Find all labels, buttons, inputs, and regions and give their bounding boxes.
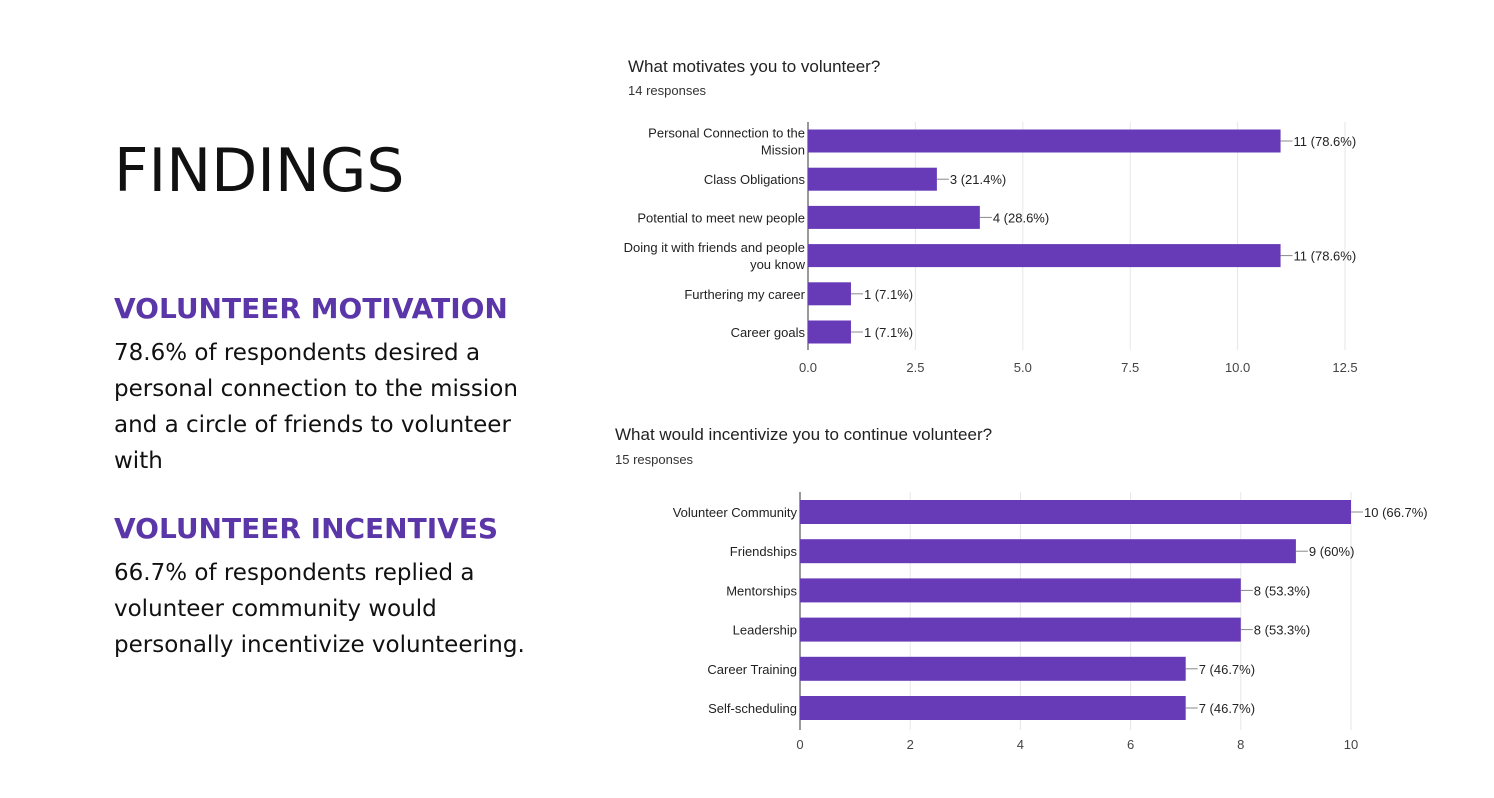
chart-0-x-tick-label: 2.5: [906, 360, 924, 375]
chart-1-bar: [800, 578, 1241, 603]
motivation-chart-title: What motivates you to volunteer?: [628, 57, 881, 76]
chart-1-x-tick-label: 10: [1344, 737, 1358, 752]
chart-0-x-tick-label: 10.0: [1225, 360, 1250, 375]
chart-0-category-label: Mission: [761, 143, 805, 158]
chart-0-x-tick-label: 0.0: [799, 360, 817, 375]
chart-1-category-label: Friendships: [730, 544, 798, 559]
chart-0-data-label: 11 (78.6%): [1294, 134, 1357, 149]
chart-0-category-label: Class Obligations: [704, 172, 806, 187]
chart-0-bar: [808, 167, 937, 191]
chart-1-bar: [800, 539, 1296, 564]
volunteer-incentives-heading: VOLUNTEER INCENTIVES: [114, 512, 499, 545]
chart-1-data-label: 7 (46.7%): [1199, 701, 1255, 716]
chart-1-bar: [800, 696, 1186, 720]
chart-1-x-tick-label: 8: [1237, 737, 1244, 752]
chart-0-category-label: Personal Connection to the: [648, 126, 805, 141]
chart-1-category-label: Self-scheduling: [708, 701, 797, 716]
volunteer-motivation-text: 78.6% of respondents desired a personal …: [114, 340, 518, 474]
chart-0-bar: [808, 129, 1281, 153]
volunteer-motivation-heading: VOLUNTEER MOTIVATION: [114, 292, 508, 325]
chart-0-bar: [808, 205, 980, 229]
chart-1-bar: [800, 500, 1351, 524]
chart-0-bar: [808, 282, 851, 306]
chart-0-data-label: 4 (28.6%): [993, 210, 1049, 225]
chart-0-data-label: 1 (7.1%): [864, 325, 913, 340]
chart-1-category-label: Career Training: [707, 662, 797, 677]
chart-1-bar: [800, 617, 1241, 642]
chart-0-category-label: Career goals: [731, 325, 806, 340]
chart-0-category-label: Doing it with friends and people: [624, 240, 805, 255]
chart-0-data-label: 1 (7.1%): [864, 287, 913, 302]
chart-0-category-label: Furthering my career: [684, 287, 805, 302]
chart-0-category-label: you know: [750, 257, 806, 272]
chart-1-data-label: 8 (53.3%): [1254, 583, 1310, 598]
chart-0-x-tick-label: 7.5: [1121, 360, 1139, 375]
chart-1-x-tick-label: 4: [1017, 737, 1024, 752]
page-title: FINDINGS: [114, 136, 405, 206]
chart-1-bar: [800, 656, 1186, 681]
incentive-chart-subtitle: 15 responses: [615, 452, 694, 467]
chart-0-data-label: 11 (78.6%): [1294, 249, 1357, 264]
chart-0-bar: [808, 244, 1281, 268]
chart-0-bar: [808, 320, 851, 344]
chart-0-category-label: Potential to meet new people: [637, 210, 805, 225]
chart-1-category-label: Mentorships: [726, 583, 797, 598]
chart-0-x-tick-label: 12.5: [1332, 360, 1357, 375]
chart-1-data-label: 8 (53.3%): [1254, 623, 1310, 638]
chart-0-data-label: 3 (21.4%): [950, 172, 1006, 187]
chart-1-x-tick-label: 0: [796, 737, 803, 752]
chart-1-data-label: 9 (60%): [1309, 544, 1355, 559]
chart-1-x-tick-label: 6: [1127, 737, 1134, 752]
chart-1-category-label: Volunteer Community: [673, 505, 798, 520]
chart-1-category-label: Leadership: [733, 623, 797, 638]
chart-1-x-tick-label: 2: [907, 737, 914, 752]
chart-1-data-label: 7 (46.7%): [1199, 662, 1255, 677]
volunteer-incentives-text: 66.7% of respondents replied a volunteer…: [114, 560, 525, 658]
incentive-chart-title: What would incentivize you to continue v…: [615, 425, 993, 444]
motivation-chart-subtitle: 14 responses: [628, 83, 707, 98]
chart-0-x-tick-label: 5.0: [1014, 360, 1032, 375]
chart-1-data-label: 10 (66.7%): [1364, 505, 1428, 520]
